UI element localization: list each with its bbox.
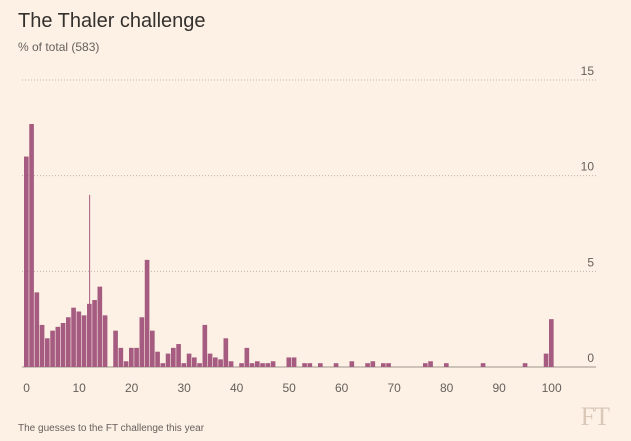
chart-title: The Thaler challenge [18, 10, 206, 32]
bar-35 [207, 353, 213, 367]
bar-27 [165, 353, 171, 367]
bar-23 [144, 259, 150, 367]
x-tick-label-60: 60 [335, 381, 349, 395]
bar-31 [186, 353, 192, 367]
bar-95 [522, 363, 528, 367]
bar-59 [333, 363, 339, 367]
bar-51 [291, 357, 297, 367]
bar-0 [24, 156, 29, 367]
source-note: The guesses to the FT challenge this yea… [18, 423, 205, 434]
gridlines: 0 5 10 15 [22, 64, 596, 368]
chart-subtitle: % of total (583) [18, 40, 100, 54]
bar-21 [134, 347, 139, 367]
bar-37 [218, 359, 223, 367]
bar-33 [197, 363, 202, 367]
bar-53 [302, 363, 307, 367]
bar-24 [150, 330, 155, 367]
bar-1 [29, 124, 34, 367]
bar-42 [244, 347, 250, 367]
bar-56 [318, 363, 323, 367]
bar-87 [480, 363, 486, 367]
bar-50 [286, 357, 292, 367]
bar-36 [213, 357, 218, 367]
bar-100 [549, 319, 554, 367]
bar-47 [270, 361, 276, 367]
x-tick-labels: 0 10 20 30 40 50 60 70 80 90 100 [23, 381, 562, 395]
bar-38 [223, 338, 229, 367]
y-tick-label-5: 5 [587, 255, 594, 269]
bar-54 [307, 363, 313, 367]
bar-80 [444, 363, 449, 367]
bar-26 [160, 363, 166, 367]
bar-8 [66, 317, 71, 367]
bar-13 [92, 300, 97, 367]
bar-12 [87, 303, 92, 367]
bar-43 [249, 363, 255, 367]
bar-25 [155, 351, 160, 367]
x-tick-label-50: 50 [282, 381, 296, 395]
bar-34 [202, 324, 208, 367]
bar-44 [255, 361, 260, 367]
x-tick-label-40: 40 [230, 381, 244, 395]
x-tick-label-30: 30 [177, 381, 191, 395]
y-tick-label-0: 0 [587, 351, 594, 365]
bar-62 [349, 361, 355, 367]
bars [24, 124, 554, 367]
x-tick-label-20: 20 [125, 381, 139, 395]
y-tick-label-15: 15 [581, 64, 595, 78]
bar-5 [50, 330, 55, 367]
bar-17 [113, 330, 118, 367]
bar-32 [192, 357, 197, 367]
bar-10 [76, 311, 82, 367]
bar-3 [39, 324, 45, 367]
bar-18 [118, 347, 124, 367]
bar-6 [55, 326, 61, 367]
bar-39 [228, 361, 234, 367]
x-tick-label-80: 80 [440, 381, 454, 395]
bar-4 [45, 338, 50, 367]
bar-15 [102, 315, 108, 367]
bar-22 [139, 317, 145, 367]
bar-28 [171, 347, 176, 367]
bar-19 [123, 361, 129, 367]
bar-20 [129, 347, 134, 367]
x-tick-label-100: 100 [542, 381, 562, 395]
bar-77 [428, 361, 433, 367]
bar-29 [176, 344, 181, 367]
bar-65 [365, 363, 370, 367]
x-tick-label-10: 10 [72, 381, 86, 395]
x-tick-label-90: 90 [492, 381, 506, 395]
x-tick-label-70: 70 [387, 381, 401, 395]
bar-9 [71, 307, 76, 367]
bar-41 [239, 363, 244, 367]
bar-76 [423, 363, 428, 367]
bar-68 [381, 363, 386, 367]
x-tick-label-0: 0 [23, 381, 30, 395]
bar-30 [181, 363, 187, 367]
bar-66 [370, 361, 376, 367]
bar-46 [265, 363, 271, 367]
bar-14 [97, 286, 103, 367]
y-tick-label-10: 10 [581, 160, 595, 174]
bar-7 [60, 322, 66, 367]
bar-99 [543, 353, 549, 367]
bar-2 [34, 292, 40, 367]
bar-45 [260, 363, 265, 367]
ft-logo: FT [580, 402, 610, 431]
bar-11 [81, 315, 87, 367]
bar-69 [386, 363, 391, 367]
